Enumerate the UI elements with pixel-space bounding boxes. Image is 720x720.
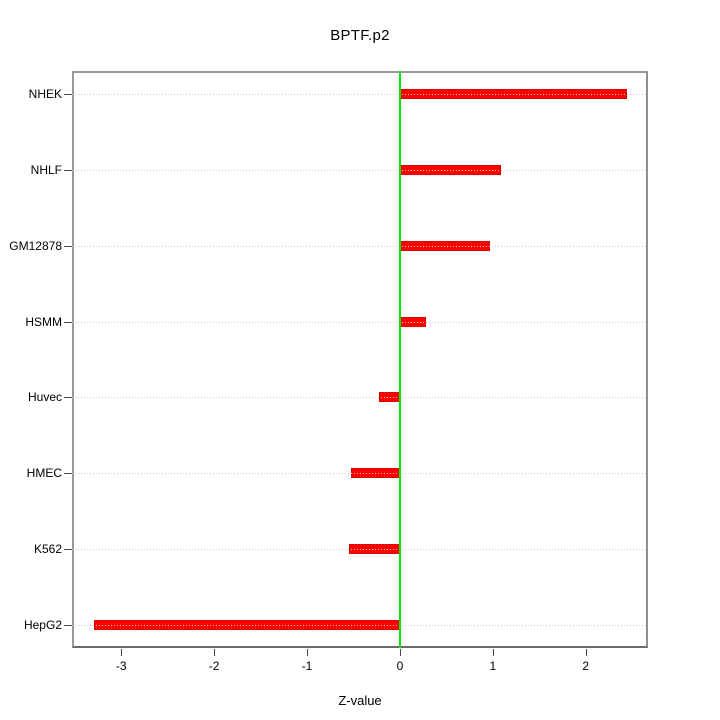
- gridline-nhlf: [72, 169, 648, 171]
- gridline-huvec: [72, 397, 648, 399]
- y-tick-k562: [64, 549, 72, 551]
- y-tick-huvec: [64, 397, 72, 399]
- gridline-hepg2: [72, 624, 648, 626]
- y-label-hepg2: HepG2: [23, 617, 62, 632]
- gridline-hsmm: [72, 321, 648, 323]
- y-tick-hepg2: [64, 624, 72, 626]
- chart-title: BPTF.p2: [330, 27, 390, 44]
- x-tick-label--3: -3: [115, 659, 127, 673]
- x-tick-label-0: 0: [396, 659, 404, 673]
- x-tick--3: [121, 649, 123, 656]
- y-label-nhek: NHEK: [28, 87, 62, 101]
- y-tick-hsmm: [64, 321, 72, 323]
- x-tick-label-2: 2: [582, 659, 590, 673]
- gridline-gm12878: [72, 245, 648, 247]
- y-label-k562: K562: [33, 542, 62, 557]
- gridline-k562: [72, 549, 648, 551]
- x-tick-label--1: -1: [301, 659, 313, 673]
- y-tick-nhek: [64, 94, 72, 95]
- plot-area: [72, 71, 648, 648]
- zero-line: [398, 71, 401, 648]
- y-label-hsmm: HSMM: [25, 314, 62, 329]
- gridline-hmec: [72, 473, 648, 475]
- x-tick--1: [307, 649, 309, 656]
- y-label-hmec: HMEC: [26, 466, 62, 481]
- y-label-huvec: Huvec: [27, 390, 62, 405]
- y-tick-gm12878: [64, 245, 72, 247]
- x-tick-2: [585, 649, 587, 656]
- y-tick-nhlf: [64, 169, 72, 171]
- x-tick-label-1: 1: [489, 659, 497, 673]
- y-tick-hmec: [64, 473, 72, 475]
- x-tick--2: [214, 649, 216, 656]
- x-tick-0: [399, 649, 401, 656]
- x-axis-title: Z-value: [338, 693, 382, 708]
- x-tick-label--2: -2: [208, 659, 220, 673]
- y-label-nhlf: NHLF: [30, 162, 62, 177]
- y-label-gm12878: GM12878: [9, 238, 62, 253]
- x-tick-1: [492, 649, 494, 656]
- gridline-nhek: [72, 94, 648, 95]
